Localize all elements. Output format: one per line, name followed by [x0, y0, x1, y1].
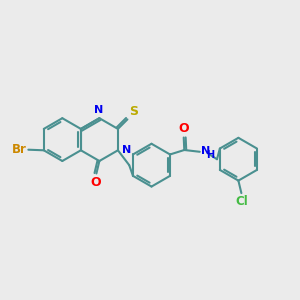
- Text: N: N: [201, 146, 210, 157]
- Text: O: O: [90, 176, 101, 189]
- Text: Cl: Cl: [235, 196, 248, 208]
- Text: O: O: [178, 122, 189, 135]
- Text: S: S: [129, 105, 138, 118]
- Text: N: N: [94, 105, 103, 115]
- Text: Br: Br: [12, 143, 27, 156]
- Text: N: N: [122, 145, 131, 155]
- Text: H: H: [206, 150, 214, 160]
